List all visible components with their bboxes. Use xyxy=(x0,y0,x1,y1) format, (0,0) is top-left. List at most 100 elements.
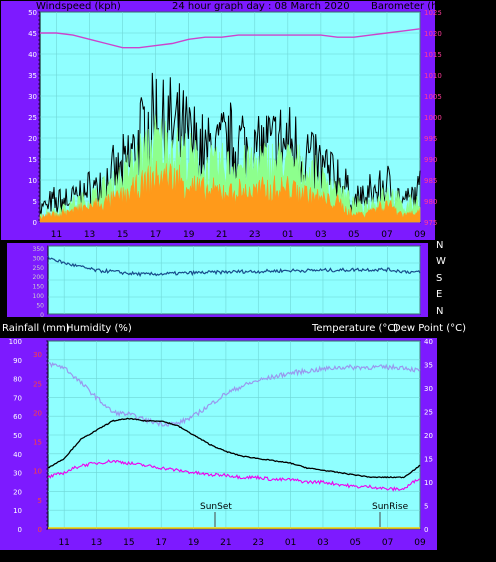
barometer-y-tick-label: 985 xyxy=(424,177,437,185)
wind-y-tick-label: 5 xyxy=(33,198,37,206)
barometer-y-tick-label: 1000 xyxy=(424,114,442,122)
barometer-series xyxy=(40,28,421,49)
compass-label-n-top: N xyxy=(436,240,443,251)
wind-y-tick-label: 25 xyxy=(28,114,37,122)
wind-y-tick-label: 45 xyxy=(28,30,37,38)
temp-x-tick-label: 01 xyxy=(285,538,296,548)
direction-y-tick-label: 50 xyxy=(36,303,44,310)
temp-x-tick-label: 03 xyxy=(317,538,328,548)
compass-label-w: W xyxy=(436,256,446,267)
temp-x-tick-label: 11 xyxy=(58,538,69,548)
wind-x-tick-label: 23 xyxy=(249,230,260,240)
series-layer xyxy=(39,28,421,529)
humidity-y-tick-label: 30 xyxy=(13,470,22,478)
temperature-axis-title: Temperature (°C) xyxy=(311,323,398,334)
humidity-y-tick-label: 60 xyxy=(13,413,22,421)
barometer-y-tick-label: 1015 xyxy=(424,51,442,59)
direction-y-tick-label: 100 xyxy=(33,293,45,300)
barometer-y-tick-label: 1020 xyxy=(424,30,442,38)
graph-title: 24 hour graph day : 08 March 2020 xyxy=(172,1,350,12)
direction-y-tick-label: 200 xyxy=(33,274,45,281)
windspeed-axis-title: Windspeed (kph) xyxy=(36,1,121,12)
rainfall-y-tick-label: 15 xyxy=(33,439,42,447)
temperature-y-tick-label: 40 xyxy=(424,338,433,346)
rainfall-y-tick-label: 10 xyxy=(33,468,42,476)
temperature-y-tick-label: 20 xyxy=(424,432,433,440)
direction-y-tick-label: 0 xyxy=(40,312,44,319)
rainfall-y-tick-label: 0 xyxy=(38,526,42,534)
wind-y-tick-label: 20 xyxy=(28,135,37,143)
wind-x-tick-label: 13 xyxy=(84,230,95,240)
wind-x-tick-label: 19 xyxy=(183,230,195,240)
barometer-y-tick-label: 975 xyxy=(424,219,437,227)
humidity-y-tick-label: 20 xyxy=(13,488,22,496)
wind-x-tick-label: 11 xyxy=(51,230,62,240)
temp-x-tick-label: 23 xyxy=(253,538,264,548)
dewpoint-axis-title: Dew Point (°C) xyxy=(393,323,466,334)
rainfall-y-tick-label: 30 xyxy=(33,351,42,359)
temperature-y-tick-label: 25 xyxy=(424,409,433,417)
humidity-y-tick-label: 70 xyxy=(13,394,22,402)
temp-x-tick-label: 19 xyxy=(188,538,200,548)
humidity-y-tick-label: 100 xyxy=(9,338,22,346)
wind-y-tick-label: 0 xyxy=(33,219,37,227)
barometer-y-tick-label: 995 xyxy=(424,135,437,143)
temp-x-tick-label: 07 xyxy=(382,538,393,548)
wind-x-tick-label: 05 xyxy=(348,230,359,240)
wind-y-tick-label: 50 xyxy=(28,9,37,17)
temp-x-tick-label: 21 xyxy=(220,538,231,548)
compass-label-n-bottom: N xyxy=(436,306,443,317)
temperature-y-tick-label: 15 xyxy=(424,456,433,464)
humidity-y-tick-label: 0 xyxy=(18,526,22,534)
temperature-y-tick-label: 10 xyxy=(424,479,433,487)
barometer-y-tick-label: 980 xyxy=(424,198,437,206)
humidity-series xyxy=(47,361,421,428)
axis-layer: 0510152025303540455097598098599099510001… xyxy=(9,9,442,548)
barometer-y-tick-label: 1025 xyxy=(424,9,442,17)
wind-y-tick-label: 40 xyxy=(28,51,37,59)
temp-x-tick-label: 15 xyxy=(123,538,134,548)
wind-y-tick-label: 10 xyxy=(28,177,37,185)
wind-x-tick-label: 21 xyxy=(216,230,227,240)
direction-y-tick-label: 150 xyxy=(33,284,45,291)
humidity-y-tick-label: 80 xyxy=(13,376,22,384)
wind-x-tick-label: 15 xyxy=(117,230,128,240)
dewpoint-series xyxy=(47,459,421,492)
barometer-axis-title: Barometer (hpa) xyxy=(371,1,454,12)
temperature-y-tick-label: 30 xyxy=(424,385,433,393)
wind-x-tick-label: 01 xyxy=(282,230,293,240)
rainfall-y-tick-label: 5 xyxy=(38,497,42,505)
wind-x-tick-label: 07 xyxy=(381,230,392,240)
barometer-y-tick-label: 990 xyxy=(424,156,437,164)
wind-x-tick-label: 09 xyxy=(414,230,426,240)
wind-y-tick-label: 15 xyxy=(28,156,37,164)
humidity-y-tick-label: 90 xyxy=(13,357,22,365)
compass-label-e: E xyxy=(436,289,442,300)
barometer-y-tick-label: 1010 xyxy=(424,72,442,80)
sunrise-label: SunRise xyxy=(372,502,409,512)
wind-x-tick-label: 03 xyxy=(315,230,326,240)
humidity-y-tick-label: 50 xyxy=(13,432,22,440)
temperature-y-tick-label: 0 xyxy=(424,526,428,534)
compass-label-s: S xyxy=(436,273,442,284)
rainfall-y-tick-label: 25 xyxy=(33,380,42,388)
barometer-y-tick-label: 1005 xyxy=(424,93,442,101)
rainfall-y-tick-label: 20 xyxy=(33,409,42,417)
wind-low-series xyxy=(39,160,421,223)
direction-y-tick-label: 300 xyxy=(33,255,45,262)
sunset-label: SunSet xyxy=(200,502,232,512)
rainfall-axis-title: Rainfall (mm) xyxy=(2,323,70,334)
wind-y-tick-label: 35 xyxy=(28,72,37,80)
humidity-y-tick-label: 10 xyxy=(13,507,22,515)
temp-x-tick-label: 05 xyxy=(350,538,361,548)
wind-direction-series xyxy=(47,255,421,278)
temp-x-tick-label: 13 xyxy=(91,538,102,548)
temp-x-tick-label: 17 xyxy=(155,538,166,548)
wind-x-tick-label: 17 xyxy=(150,230,161,240)
temperature-y-tick-label: 35 xyxy=(424,362,433,370)
humidity-y-tick-label: 40 xyxy=(13,451,22,459)
direction-y-tick-label: 350 xyxy=(33,246,45,253)
wind-y-tick-label: 30 xyxy=(28,93,37,101)
temperature-y-tick-label: 5 xyxy=(424,503,428,511)
